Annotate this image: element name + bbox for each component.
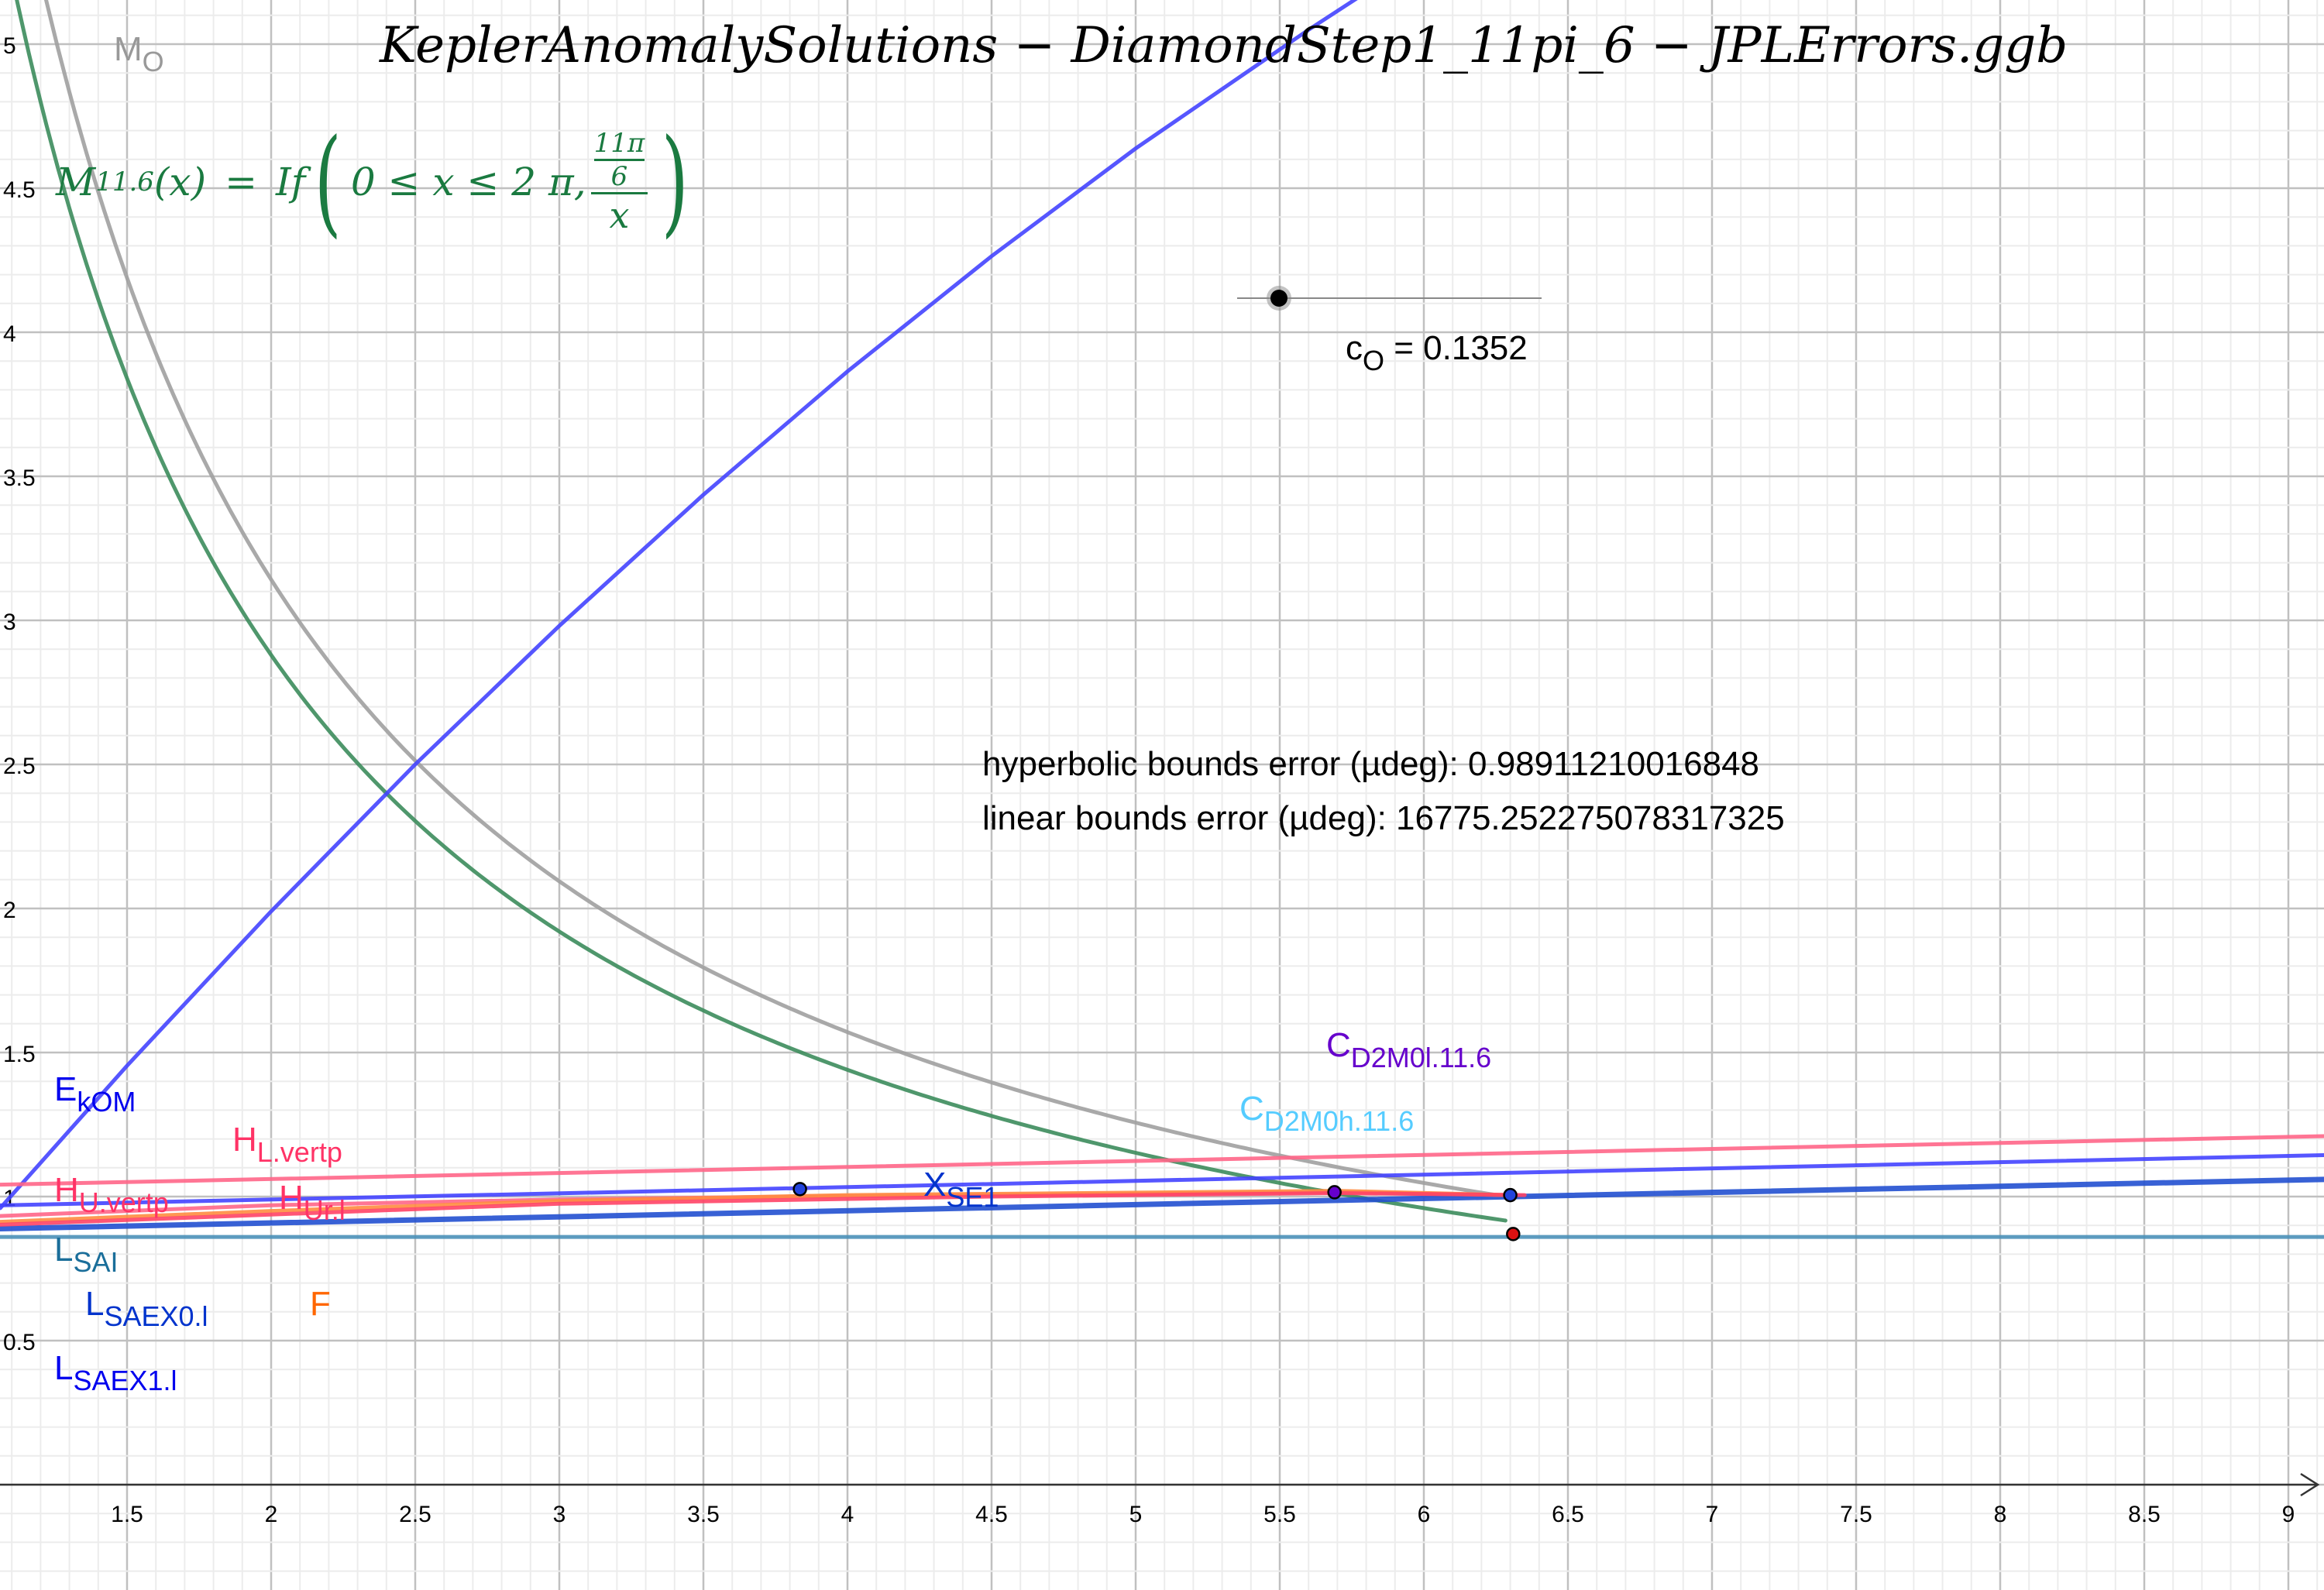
x-tick-label: 3.5 xyxy=(687,1502,720,1527)
x-tick-label: 2 xyxy=(265,1502,278,1527)
x-tick-label: 8 xyxy=(1994,1502,2007,1527)
formula-lhs-sub: 11.6 xyxy=(95,167,154,197)
formula-fn: If xyxy=(276,160,306,204)
formula-cond: 0 ≤ x ≤ 2 π, xyxy=(350,160,586,204)
formula-fraction: 11π 6 x xyxy=(590,128,648,236)
x-axis-arrow-icon xyxy=(2300,1472,2320,1497)
page-title: KeplerAnomalySolutions − DiamondStep1_11… xyxy=(380,17,2068,74)
formula-num-top: 11π xyxy=(593,128,645,161)
label-l-saex1: LSAEX1.l xyxy=(54,1349,177,1396)
y-tick-label: 3.5 xyxy=(3,465,36,491)
label-h-u-vertp: HU.vertp xyxy=(54,1171,169,1218)
formula-den: x xyxy=(609,194,630,236)
y-tick-label: 2.5 xyxy=(3,754,36,779)
label-h-l-vertp: HL.vertp xyxy=(232,1121,342,1168)
curve-h-l-vertp xyxy=(0,1134,2324,1187)
curve-series-4 xyxy=(0,1153,2324,1207)
curves xyxy=(0,0,2324,1239)
label-c-d2m0h: CD2M0h.11.6 xyxy=(1239,1090,1415,1137)
x-tick-label: 7.5 xyxy=(1840,1502,1872,1527)
x-tick-label: 7 xyxy=(1706,1502,1719,1527)
label-x-se1: XSE1 xyxy=(923,1166,999,1213)
point xyxy=(1327,1185,1342,1200)
slider-label: cO = 0.1352 xyxy=(1346,329,1528,376)
point xyxy=(1503,1187,1518,1203)
label-e-kom: EkOM xyxy=(54,1070,136,1118)
formula-num-bottom: 6 xyxy=(610,161,628,192)
points xyxy=(792,1182,1521,1241)
label-l-sai: LSAI xyxy=(54,1231,119,1278)
x-tick-label: 9 xyxy=(2282,1502,2295,1527)
slider-knob[interactable] xyxy=(1270,290,1287,307)
label-f: F xyxy=(310,1285,331,1323)
axes: 1.5 2 2.5 3 3.5 4 4.5 5 5.5 6 6.5 7 7.5 8 8.5 90.511.52… xyxy=(0,33,2320,1527)
x-tick-label: 2.5 xyxy=(399,1502,431,1527)
label-c-d2m0l: CD2M0l.11.6 xyxy=(1326,1026,1492,1073)
x-tick-label: 1.5 xyxy=(111,1502,143,1527)
linear-error-text: linear bounds error (µdeg): 16775.252275… xyxy=(982,799,1785,837)
y-tick-label: 3 xyxy=(3,610,16,635)
curve-series-9 xyxy=(0,1190,1527,1227)
y-tick-label: 0.5 xyxy=(3,1330,36,1355)
x-tick-label: 5 xyxy=(1129,1502,1143,1527)
point xyxy=(792,1182,807,1197)
x-tick-label: 4.5 xyxy=(975,1502,1008,1527)
formula-eq: = xyxy=(225,160,258,204)
y-tick-label: 5 xyxy=(3,33,16,59)
x-tick-label: 8.5 xyxy=(2128,1502,2161,1527)
slider-c-o[interactable] xyxy=(1237,286,1542,311)
x-tick-label: 6.5 xyxy=(1552,1502,1584,1527)
formula-lhs: M xyxy=(56,160,96,204)
label-l-saex0: LSAEX0.l xyxy=(85,1285,208,1332)
label-m-o: MO xyxy=(114,30,164,77)
y-tick-label: 1.5 xyxy=(3,1042,36,1067)
formula-arg: (x) xyxy=(153,160,207,204)
x-tick-label: 5.5 xyxy=(1263,1502,1296,1527)
y-tick-label: 2 xyxy=(3,898,16,923)
curve-l-saex0-l xyxy=(0,1176,2324,1232)
curve-m-o xyxy=(43,0,1508,1199)
close-paren: ) xyxy=(661,115,689,249)
x-tick-label: 4 xyxy=(841,1502,854,1527)
curve-e-kom xyxy=(0,0,1358,1211)
open-paren: ( xyxy=(315,115,342,249)
y-tick-label: 4.5 xyxy=(3,177,36,203)
y-tick-label: 4 xyxy=(3,321,16,347)
hyperbolic-error-text: hyperbolic bounds error (µdeg): 0.989112… xyxy=(982,745,1760,783)
label-h-ur: HUr.l xyxy=(279,1179,346,1226)
x-tick-label: 6 xyxy=(1418,1502,1431,1527)
x-tick-label: 3 xyxy=(553,1502,566,1527)
point xyxy=(1506,1227,1521,1241)
function-formula: M 11.6 (x) = If ( 0 ≤ x ≤ 2 π, 11π 6 x ) xyxy=(56,124,698,240)
